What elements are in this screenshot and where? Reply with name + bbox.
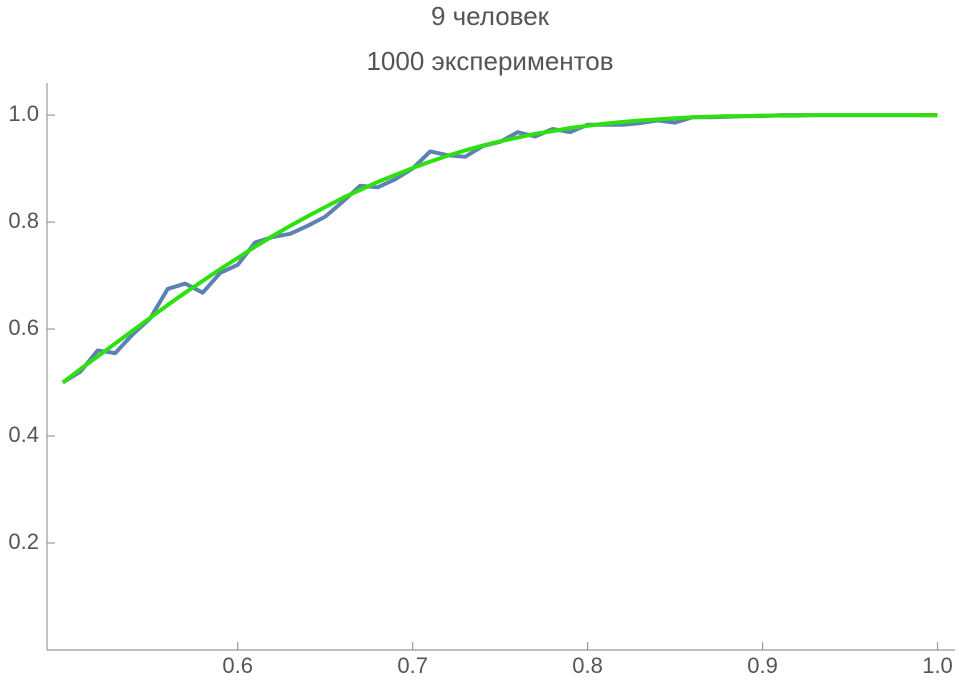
x-tick-label: 1.0 [922,653,953,678]
y-tick-label: 1.0 [8,101,39,126]
chart-title: 9 человек [431,1,550,31]
series-line [61,113,938,385]
x-tick-label: 0.8 [572,653,603,678]
x-tick-label: 0.9 [747,653,778,678]
y-tick-label: 0.6 [8,315,39,340]
y-tick-label: 0.2 [8,529,39,554]
chart-subtitle: 1000 экспериментов [366,46,613,76]
y-tick-label: 0.8 [8,208,39,233]
series-line [61,113,938,385]
x-tick-label: 0.6 [222,653,253,678]
y-tick-label: 0.4 [8,422,39,447]
x-tick-label: 0.7 [397,653,428,678]
